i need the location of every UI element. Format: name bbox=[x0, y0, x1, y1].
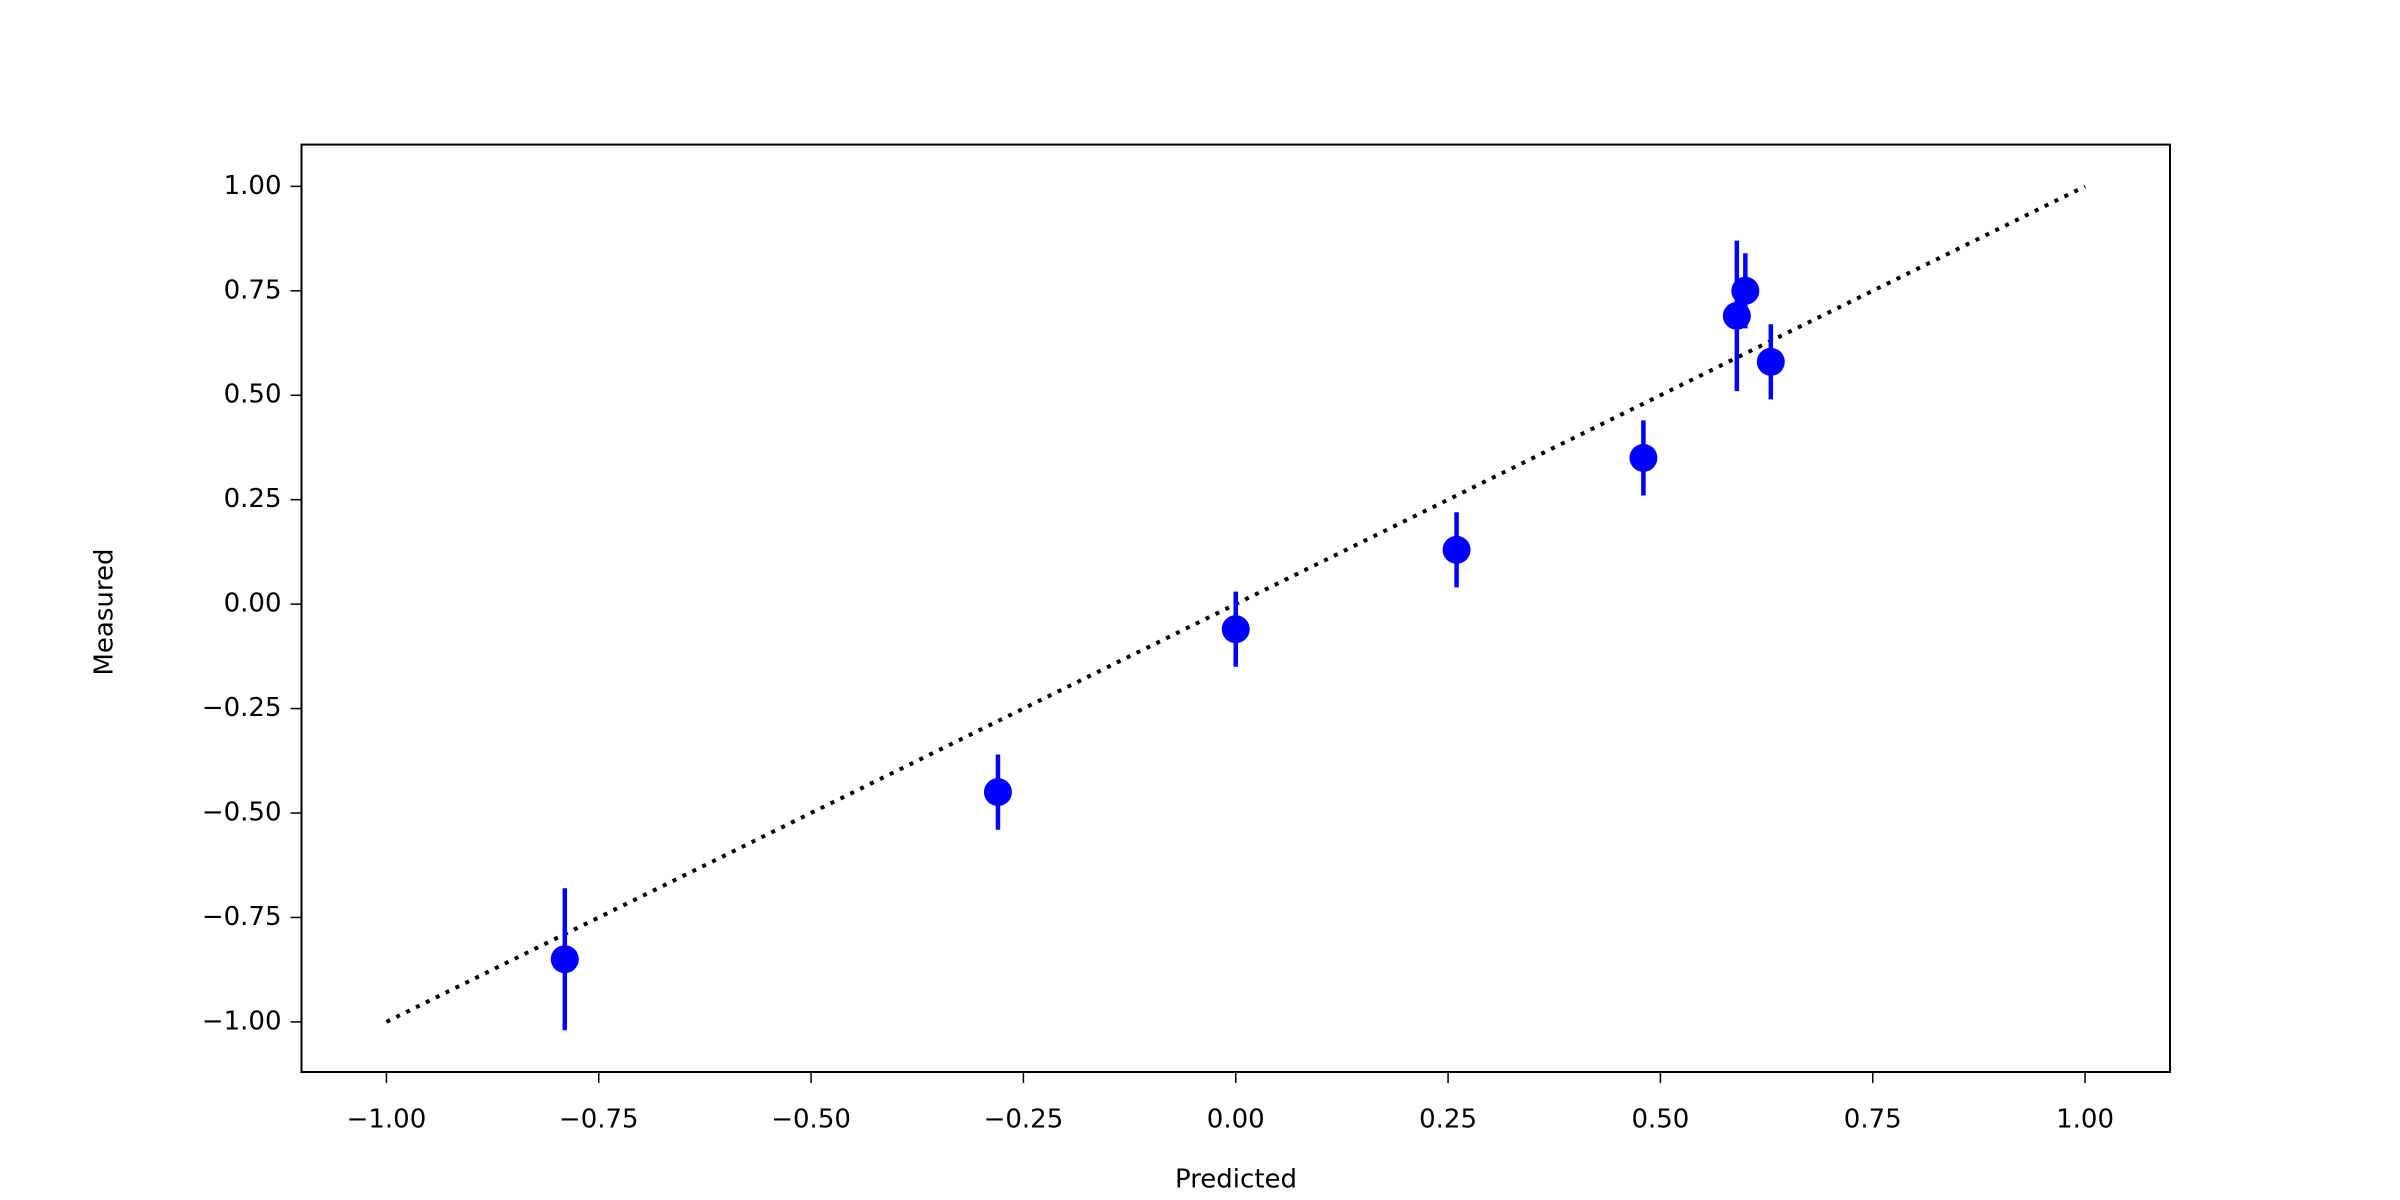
y-tick-label: −0.25 bbox=[202, 693, 282, 723]
x-axis-label: Predicted bbox=[1175, 1165, 1297, 1195]
x-tick-label: −0.75 bbox=[559, 1105, 639, 1135]
data-point bbox=[550, 945, 579, 974]
data-point bbox=[1731, 276, 1760, 305]
x-tick-label: 0.00 bbox=[1207, 1105, 1265, 1135]
data-point bbox=[1442, 535, 1471, 564]
data-point bbox=[1756, 347, 1785, 376]
x-tick-label: 0.25 bbox=[1419, 1105, 1477, 1135]
x-tick-label: −0.50 bbox=[771, 1105, 851, 1135]
x-tick-label: −0.25 bbox=[984, 1105, 1064, 1135]
y-tick-label: 0.75 bbox=[224, 275, 282, 305]
y-tick-label: 0.00 bbox=[224, 589, 282, 619]
y-tick-label: −0.75 bbox=[202, 902, 282, 932]
x-tick-label: 1.00 bbox=[2056, 1105, 2114, 1135]
plot-frame bbox=[300, 143, 2171, 1074]
y-tick-label: −1.00 bbox=[202, 1006, 282, 1036]
y-axis-label: Measured bbox=[90, 548, 120, 675]
y-tick-label: 0.25 bbox=[224, 484, 282, 514]
y-tick-label: 1.00 bbox=[224, 171, 282, 201]
y-tick-label: 0.50 bbox=[224, 380, 282, 410]
data-point bbox=[1221, 615, 1250, 644]
x-tick-label: 0.50 bbox=[1631, 1105, 1689, 1135]
x-tick-label: 0.75 bbox=[1844, 1105, 1902, 1135]
x-tick-label: −1.00 bbox=[347, 1105, 427, 1135]
data-point bbox=[983, 778, 1012, 807]
y-tick-label: −0.50 bbox=[202, 797, 282, 827]
data-point bbox=[1629, 443, 1658, 472]
